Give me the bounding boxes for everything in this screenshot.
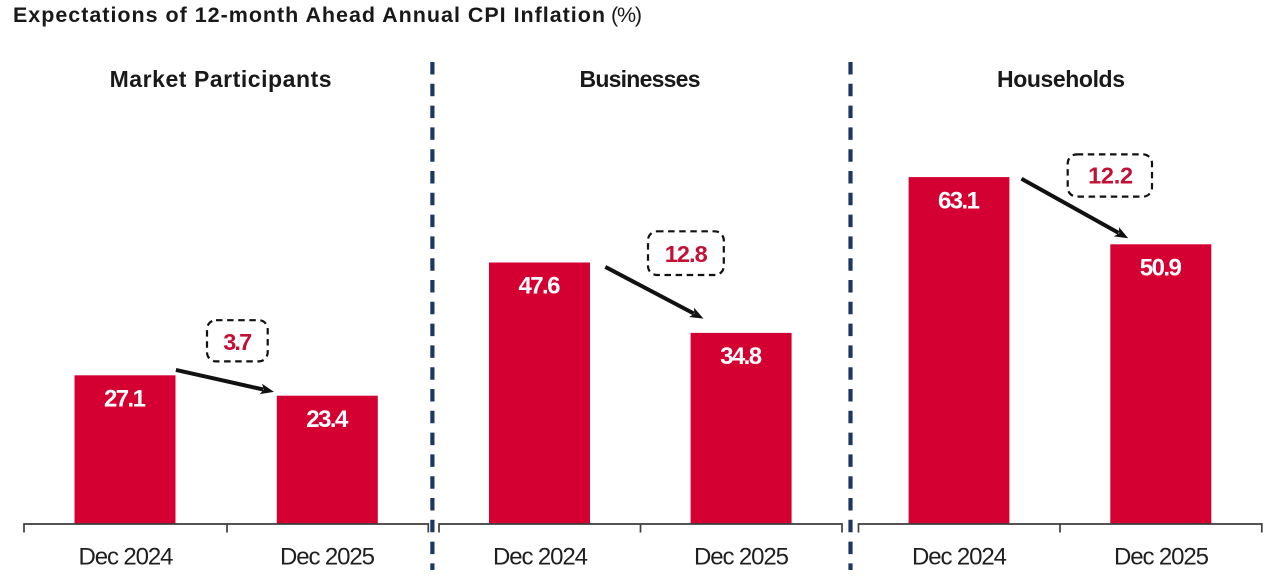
svg-text:Dec 2025: Dec 2025 [280, 543, 375, 570]
svg-text:12.2: 12.2 [1088, 162, 1133, 188]
svg-text:(%): (%) [611, 3, 642, 27]
svg-text:34.8: 34.8 [720, 343, 762, 370]
svg-text:27.1: 27.1 [104, 386, 146, 413]
svg-text:Dec 2025: Dec 2025 [1114, 543, 1209, 570]
svg-text:Households: Households [997, 66, 1125, 92]
svg-text:Dec 2025: Dec 2025 [694, 543, 789, 570]
svg-text:Businesses: Businesses [580, 66, 701, 92]
svg-text:Dec 2024: Dec 2024 [493, 543, 588, 570]
svg-text:Expectations of 12-month Ahead: Expectations of 12-month Ahead Annual CP… [13, 3, 605, 27]
svg-text:Dec 2024: Dec 2024 [912, 543, 1007, 570]
svg-text:3.7: 3.7 [223, 329, 252, 355]
svg-text:Market Participants: Market Participants [110, 66, 332, 92]
svg-text:12.8: 12.8 [665, 241, 708, 267]
svg-text:23.4: 23.4 [306, 406, 349, 433]
svg-text:Dec 2024: Dec 2024 [79, 543, 174, 570]
svg-text:63.1: 63.1 [938, 187, 980, 214]
svg-text:50.9: 50.9 [1140, 255, 1182, 282]
svg-text:47.6: 47.6 [519, 273, 561, 300]
